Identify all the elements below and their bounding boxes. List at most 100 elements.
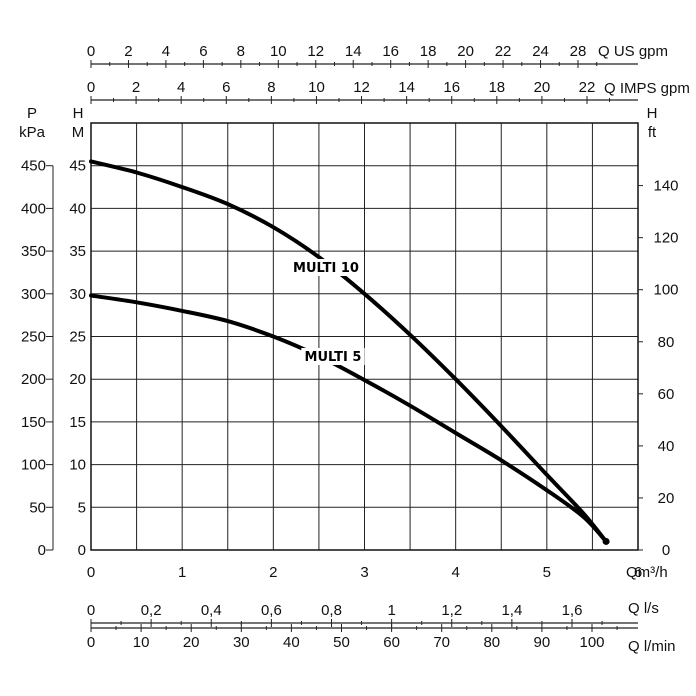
top-us-gpm-tick-label: 6 xyxy=(199,43,207,60)
top-us-gpm-tick-label: 14 xyxy=(345,43,362,60)
bottom-ls-tick-label: 1 xyxy=(387,602,395,619)
left-head-tick-label: 20 xyxy=(69,371,86,388)
top-us-gpm-tick-label: 18 xyxy=(420,43,437,60)
bottom-lmin-tick-label: 40 xyxy=(283,634,300,651)
axis-labels: Q US gpm Q IMPS gpm P kPa H M H ft Qm³/h… xyxy=(19,43,690,655)
x-axis-unit: Qm³/h xyxy=(626,564,668,581)
top-us-gpm-tick-label: 10 xyxy=(270,43,287,60)
bottom-lmin-tick-label: 30 xyxy=(233,634,250,651)
x-tick-label: 2 xyxy=(269,564,277,581)
bottom-ls-tick-label: 0,6 xyxy=(261,602,282,619)
multi-10-label: MULTI 10 xyxy=(293,261,359,276)
multi-5-label: MULTI 5 xyxy=(305,350,362,365)
x-tick-label: 3 xyxy=(360,564,368,581)
right-head-tick-label: 120 xyxy=(653,230,678,247)
top-imps-gpm-tick-label: 0 xyxy=(87,79,95,96)
top-us-gpm-tick-label: 20 xyxy=(457,43,474,60)
right-head-tick-label: 140 xyxy=(653,178,678,195)
right-head-unit-symbol: H xyxy=(647,105,658,122)
bottom-lmin-tick-label: 20 xyxy=(183,634,200,651)
top-imps-gpm-tick-label: 20 xyxy=(534,79,551,96)
bottom-lmin-tick-label: 80 xyxy=(483,634,500,651)
left-head-tick-label: 45 xyxy=(69,158,86,175)
top-imps-gpm-tick-label: 14 xyxy=(398,79,415,96)
pressure-tick-label: 350 xyxy=(21,243,46,260)
top-axis-2-unit: Q IMPS gpm xyxy=(604,80,690,97)
x-tick-label: 5 xyxy=(543,564,551,581)
top-us-gpm-tick-label: 16 xyxy=(382,43,399,60)
bottom-lmin-tick-label: 90 xyxy=(534,634,551,651)
bottom-ls-tick-label: 0 xyxy=(87,602,95,619)
right-head-tick-label: 80 xyxy=(658,334,675,351)
right-head-tick-label: 20 xyxy=(658,490,675,507)
bottom-lmin-tick-label: 0 xyxy=(87,634,95,651)
x-tick-label: 6 xyxy=(634,564,642,581)
curve-endpoint xyxy=(602,537,610,545)
pressure-tick-label: 300 xyxy=(21,286,46,303)
pressure-tick-label: 0 xyxy=(38,542,46,559)
top-imps-gpm-tick-label: 8 xyxy=(267,79,275,96)
performance-curves: MULTI 10 MULTI 5 xyxy=(89,159,610,545)
pressure-unit: kPa xyxy=(19,124,46,141)
left-head-unit: M xyxy=(72,124,85,141)
right-head-tick-label: 40 xyxy=(658,438,675,455)
top-imps-gpm-tick-label: 2 xyxy=(132,79,140,96)
multi-5-curve xyxy=(89,293,609,544)
top-imps-gpm-tick-label: 10 xyxy=(308,79,325,96)
multi-5-label-bg xyxy=(301,348,365,365)
right-head-tick-label: 60 xyxy=(658,386,675,403)
bottom-ls-tick-label: 0,4 xyxy=(201,602,222,619)
top-us-gpm-tick-label: 24 xyxy=(532,43,549,60)
bottom-lmin-tick-label: 10 xyxy=(133,634,150,651)
bottom-ls-tick-label: 0,2 xyxy=(141,602,162,619)
bottom-lmin-tick-label: 100 xyxy=(579,634,604,651)
pressure-tick-label: 200 xyxy=(21,371,46,388)
pressure-tick-label: 400 xyxy=(21,200,46,217)
plot-frame xyxy=(90,122,639,551)
x-tick-label: 1 xyxy=(178,564,186,581)
x-tick-label: 4 xyxy=(451,564,459,581)
right-head-tick-label: 100 xyxy=(653,282,678,299)
multi-10-curve xyxy=(89,159,609,544)
bottom-axis-1-unit: Q l/s xyxy=(628,600,659,617)
left-head-unit-symbol: H xyxy=(73,105,84,122)
left-head-tick-label: 35 xyxy=(69,243,86,260)
pressure-tick-label: 150 xyxy=(21,414,46,431)
left-head-tick-label: 25 xyxy=(69,329,86,346)
top-us-gpm-tick-label: 8 xyxy=(237,43,245,60)
left-head-tick-label: 40 xyxy=(69,200,86,217)
chart-grid: 0 1 2 3 4 5 6050100150200250300350400450051015… xyxy=(21,43,679,651)
top-imps-gpm-tick-label: 18 xyxy=(488,79,505,96)
multi-10-label-bg xyxy=(290,259,362,276)
top-imps-gpm-tick-label: 12 xyxy=(353,79,370,96)
top-us-gpm-tick-label: 28 xyxy=(570,43,587,60)
bottom-ls-tick-label: 0,8 xyxy=(321,602,342,619)
top-imps-gpm-tick-label: 22 xyxy=(579,79,596,96)
pressure-tick-label: 100 xyxy=(21,457,46,474)
top-imps-gpm-tick-label: 16 xyxy=(443,79,460,96)
bottom-lmin-tick-label: 70 xyxy=(433,634,450,651)
bottom-ls-tick-label: 1,2 xyxy=(441,602,462,619)
top-us-gpm-tick-label: 22 xyxy=(495,43,512,60)
pressure-tick-label: 250 xyxy=(21,329,46,346)
right-head-unit: ft xyxy=(648,124,657,141)
pressure-tick-label: 50 xyxy=(29,499,46,516)
top-us-gpm-tick-label: 2 xyxy=(124,43,132,60)
bottom-axis-2-unit: Q l/min xyxy=(628,638,676,655)
left-head-tick-label: 30 xyxy=(69,286,86,303)
bottom-lmin-tick-label: 60 xyxy=(383,634,400,651)
left-head-tick-label: 10 xyxy=(69,457,86,474)
top-us-gpm-tick-label: 12 xyxy=(307,43,324,60)
top-imps-gpm-tick-label: 6 xyxy=(222,79,230,96)
bottom-ls-tick-label: 1,6 xyxy=(562,602,583,619)
right-head-tick-label: 0 xyxy=(662,542,670,559)
bottom-ls-tick-label: 1,4 xyxy=(501,602,522,619)
pressure-unit-symbol: P xyxy=(27,105,37,122)
top-imps-gpm-tick-label: 4 xyxy=(177,79,185,96)
pressure-tick-label: 450 xyxy=(21,158,46,175)
top-us-gpm-tick-label: 0 xyxy=(87,43,95,60)
left-head-tick-label: 0 xyxy=(78,542,86,559)
left-head-tick-label: 5 xyxy=(78,499,86,516)
bottom-lmin-tick-label: 50 xyxy=(333,634,350,651)
